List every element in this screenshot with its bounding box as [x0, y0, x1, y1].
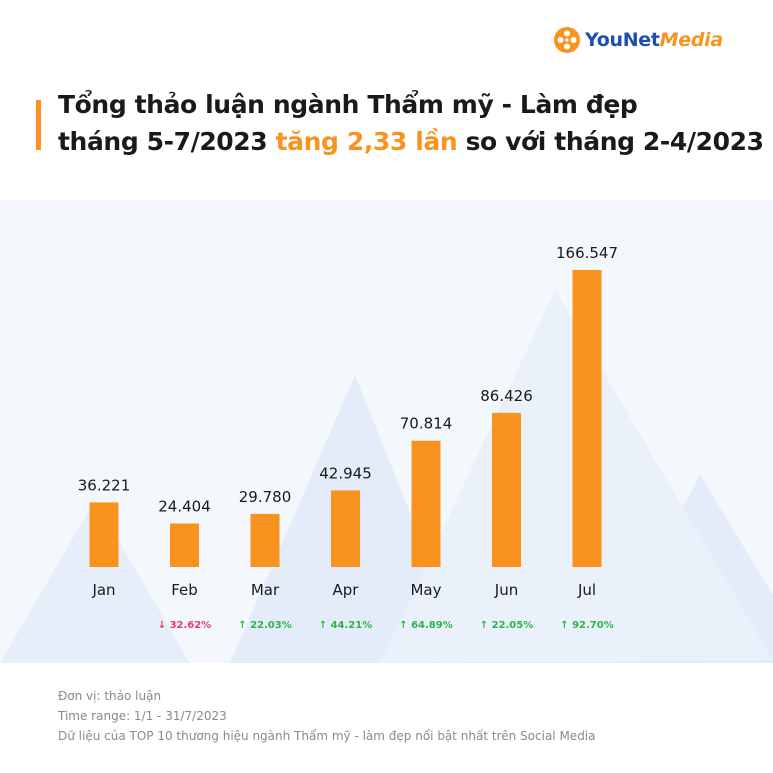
- category-label-jun: Jun: [494, 581, 518, 599]
- category-label-jan: Jan: [91, 581, 115, 599]
- category-label-jul: Jul: [577, 581, 596, 599]
- footer-source: Dữ liệu của TOP 10 thương hiệu ngành Thẩ…: [58, 729, 596, 743]
- category-label-feb: Feb: [171, 581, 198, 599]
- brand-logo: YouNetMedia: [553, 26, 723, 54]
- bar-jul: [572, 270, 602, 567]
- title-accent-bar: [36, 100, 41, 150]
- title-prefix: tháng 5-7/2023: [58, 127, 276, 156]
- change-label-may: ↑ 64.89%: [399, 620, 453, 631]
- title-highlight: tăng 2,33 lần: [275, 127, 458, 156]
- value-label-may: 70.814: [400, 415, 453, 433]
- category-label-apr: Apr: [333, 581, 360, 599]
- value-label-apr: 42.945: [319, 464, 372, 482]
- change-label-feb: ↓ 32.62%: [158, 620, 212, 631]
- brand-name: YouNetMedia: [585, 29, 723, 51]
- footer-notes: Đơn vị: thảo luận Time range: 1/1 - 31/7…: [58, 686, 596, 746]
- page-title: Tổng thảo luận ngành Thẩm mỹ - Làm đẹp t…: [58, 86, 764, 160]
- value-label-mar: 29.780: [239, 488, 292, 506]
- category-label-mar: Mar: [251, 581, 280, 599]
- change-label-mar: ↑ 22.03%: [238, 620, 292, 631]
- bar-mar: [250, 513, 280, 567]
- value-label-feb: 24.404: [158, 497, 211, 515]
- category-label-may: May: [410, 581, 441, 599]
- bar-apr: [331, 490, 360, 567]
- value-label-jul: 166.547: [556, 244, 618, 262]
- title-suffix: so với tháng 2-4/2023: [457, 127, 764, 156]
- brand-name-part1: YouNet: [585, 29, 660, 51]
- title-line-2: tháng 5-7/2023 tăng 2,33 lần so với thán…: [58, 123, 764, 160]
- value-label-jan: 36.221: [78, 476, 131, 494]
- footer-time-range: Time range: 1/1 - 31/7/2023: [58, 709, 227, 723]
- film-reel-icon: [554, 27, 580, 53]
- bar-may: [411, 440, 441, 567]
- brand-name-part2: Media: [659, 29, 724, 51]
- title-line-1: Tổng thảo luận ngành Thẩm mỹ - Làm đẹp: [58, 90, 638, 119]
- bars-layer: 36.221 Jan 24.404 Feb ↓ 32.62% 29.780 Mar ↑ 22.…: [78, 244, 618, 631]
- value-label-jun: 86.426: [480, 387, 533, 405]
- bar-chart: 36.221 Jan 24.404 Feb ↓ 32.62% 29.780 Mar ↑ 22.…: [0, 244, 773, 663]
- bar-jan: [89, 502, 119, 567]
- bar-feb: [170, 523, 199, 567]
- change-label-jun: ↑ 22.05%: [480, 620, 534, 631]
- change-label-jul: ↑ 92.70%: [560, 620, 614, 631]
- footer-unit: Đơn vị: thảo luận: [58, 689, 162, 703]
- change-label-apr: ↑ 44.21%: [319, 620, 373, 631]
- chart-panel: 36.221 Jan 24.404 Feb ↓ 32.62% 29.780 Mar ↑ 22.…: [0, 200, 773, 663]
- bar-jun: [492, 412, 521, 567]
